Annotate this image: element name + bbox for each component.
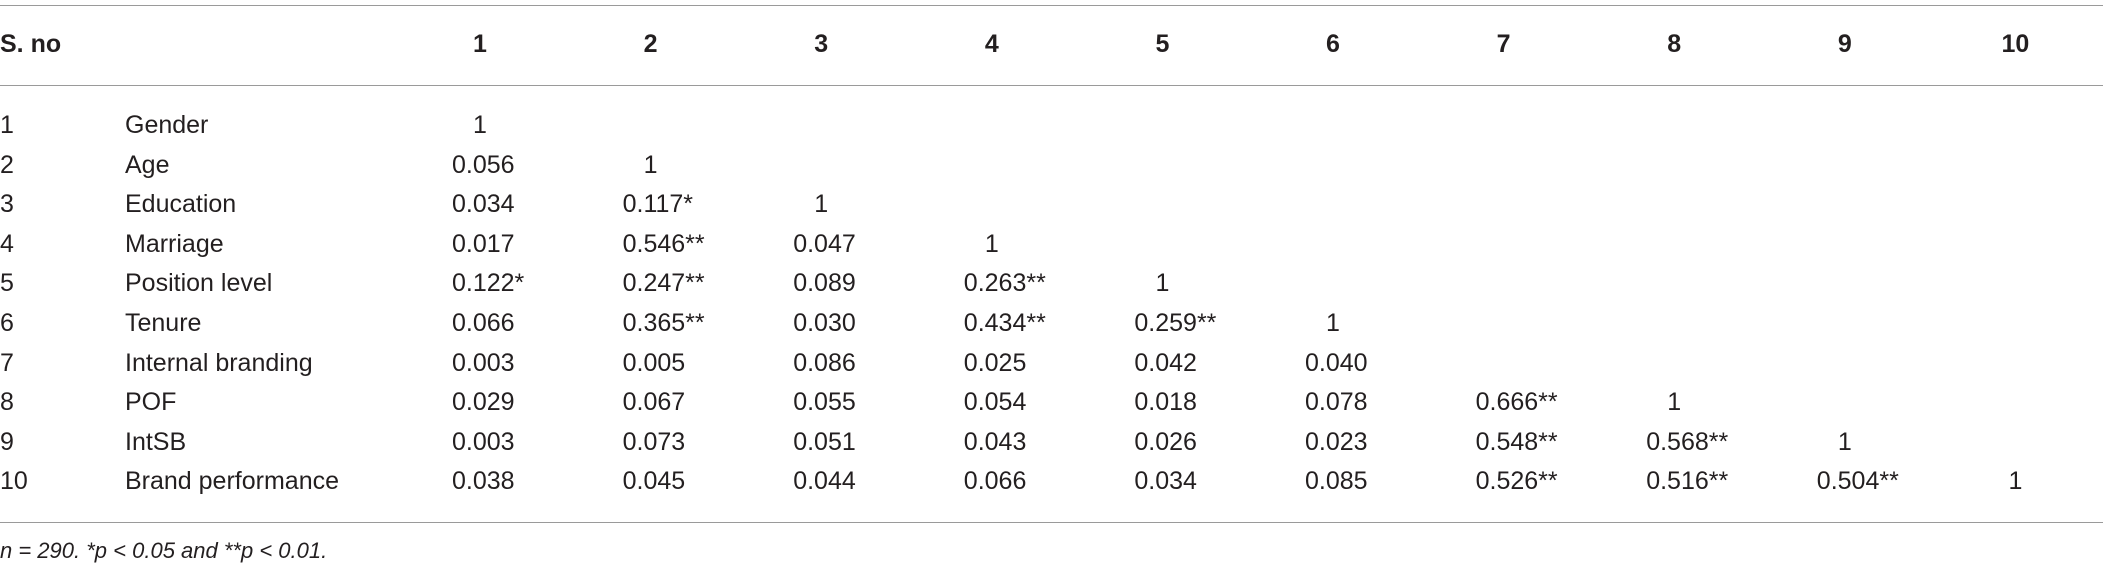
row-number: 3 [0,190,14,219]
row-number: 4 [0,229,14,258]
row-number: 6 [0,309,14,337]
cell: 0.526** [1475,467,1558,496]
row-name: Marriage [125,229,224,258]
header-cell: 8 [1667,30,1682,58]
cell: 0.018 [1134,388,1197,417]
cell: 0.122* [452,269,525,298]
cell: 0.017 [452,229,515,258]
row-number: 1 [0,111,14,139]
row-number: 8 [0,388,14,417]
diagonal-cell: 1 [1155,269,1170,298]
cell: 0.066 [452,309,515,337]
cell: 0.030 [793,309,856,337]
row-name: POF [125,388,177,417]
cell: 0.047 [793,229,856,258]
cell: 0.259** [1134,309,1217,337]
cell: 0.023 [1305,427,1368,456]
header-cell: 6 [1326,30,1340,58]
header-cell: 3 [814,30,829,58]
cell: 0.055 [793,388,856,417]
footnote: n = 290. *p < 0.05 and **p < 0.01. [0,538,328,563]
header-cell: 10 [2001,30,2030,58]
row-number: 7 [0,348,14,377]
diagonal-cell: 1 [1837,427,1852,456]
row-number: 9 [0,427,14,456]
row-number: 5 [0,269,14,298]
cell: 0.066 [963,467,1027,496]
row-name: Internal branding [125,348,313,377]
cell: 0.029 [452,388,515,417]
cell: 0.504** [1816,467,1899,496]
cell: 0.040 [1305,348,1368,377]
cell: 0.045 [622,467,686,496]
cell: 0.044 [793,467,856,496]
cell: 0.263** [963,269,1046,298]
diagonal-cell: 1 [2008,467,2023,496]
header-cell: 4 [984,30,999,58]
cell: 0.043 [963,427,1027,456]
cell: 0.666** [1475,388,1558,417]
row-name: IntSB [125,427,187,456]
cell: 0.568** [1646,427,1729,456]
cell: 0.085 [1305,467,1368,496]
header-cell: S. no [0,30,62,58]
cell: 0.054 [963,388,1027,417]
diagonal-cell: 1 [984,229,999,258]
cell: 0.117* [622,190,694,219]
diagonal-cell: 1 [1667,388,1682,417]
cell: 0.056 [452,150,515,179]
header-cell: 2 [643,30,658,58]
cell: 0.038 [452,467,515,496]
diagonal-cell: 1 [643,150,658,179]
cell: 0.026 [1134,427,1197,456]
cell: 0.247** [622,269,705,298]
cell: 0.025 [963,348,1027,377]
cell: 0.516** [1646,467,1729,496]
cell: 0.042 [1134,348,1197,377]
cell: 0.073 [622,427,686,456]
cell: 0.034 [1134,467,1197,496]
header-cell: 1 [473,30,487,58]
cell: 0.003 [452,427,515,456]
cell: 0.548** [1475,427,1558,456]
row-name: Position level [125,269,273,298]
cell: 0.067 [622,388,686,417]
top-rule [0,5,2103,6]
row-name: Brand performance [125,467,340,496]
cell: 0.051 [793,427,856,456]
header-rule [0,85,2103,86]
diagonal-cell: 1 [1326,309,1340,337]
diagonal-cell: 1 [473,111,487,139]
cell: 0.086 [793,348,856,377]
cell: 0.005 [622,348,686,377]
header-cell: 7 [1496,30,1511,58]
cell: 0.003 [452,348,515,377]
cell: 0.546** [622,229,705,258]
cell: 0.034 [452,190,515,219]
row-number: 2 [0,150,14,179]
header-cell: 5 [1155,30,1170,58]
bottom-rule [0,522,2103,523]
cell: 0.434** [963,309,1046,337]
row-name: Gender [125,111,209,139]
row-name: Education [125,190,237,219]
row-number: 10 [0,467,28,496]
diagonal-cell: 1 [814,190,829,219]
header-cell: 9 [1837,30,1852,58]
row-name: Age [125,150,170,179]
cell: 0.089 [793,269,856,298]
cell: 0.365** [622,309,705,337]
cell: 0.078 [1305,388,1368,417]
row-name: Tenure [125,309,202,337]
